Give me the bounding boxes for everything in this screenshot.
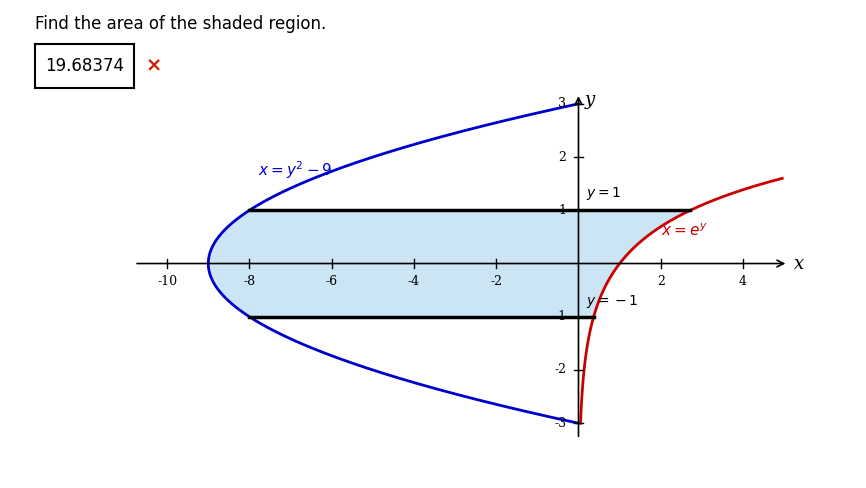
Text: 19.68374: 19.68374 xyxy=(45,57,124,75)
Text: 1: 1 xyxy=(559,204,566,217)
Text: -2: -2 xyxy=(554,364,566,377)
Text: -10: -10 xyxy=(157,275,178,288)
Text: 3: 3 xyxy=(559,97,566,110)
Text: -8: -8 xyxy=(243,275,255,288)
Text: Find the area of the shaded region.: Find the area of the shaded region. xyxy=(35,15,326,33)
Text: -2: -2 xyxy=(490,275,502,288)
Text: -3: -3 xyxy=(554,417,566,430)
Text: $y = -1$: $y = -1$ xyxy=(586,293,638,310)
Text: 2: 2 xyxy=(656,275,665,288)
Text: 2: 2 xyxy=(559,150,566,163)
Text: y: y xyxy=(585,90,595,108)
Text: $x = e^y$: $x = e^y$ xyxy=(661,222,708,239)
Text: -4: -4 xyxy=(408,275,420,288)
Text: -6: -6 xyxy=(326,275,338,288)
Text: $x = y^2 - 9$: $x = y^2 - 9$ xyxy=(258,160,333,181)
Text: 4: 4 xyxy=(739,275,747,288)
Text: -1: -1 xyxy=(554,310,566,323)
Text: ×: × xyxy=(145,57,162,75)
Text: $y = 1$: $y = 1$ xyxy=(586,185,621,203)
Text: x: x xyxy=(794,255,805,272)
